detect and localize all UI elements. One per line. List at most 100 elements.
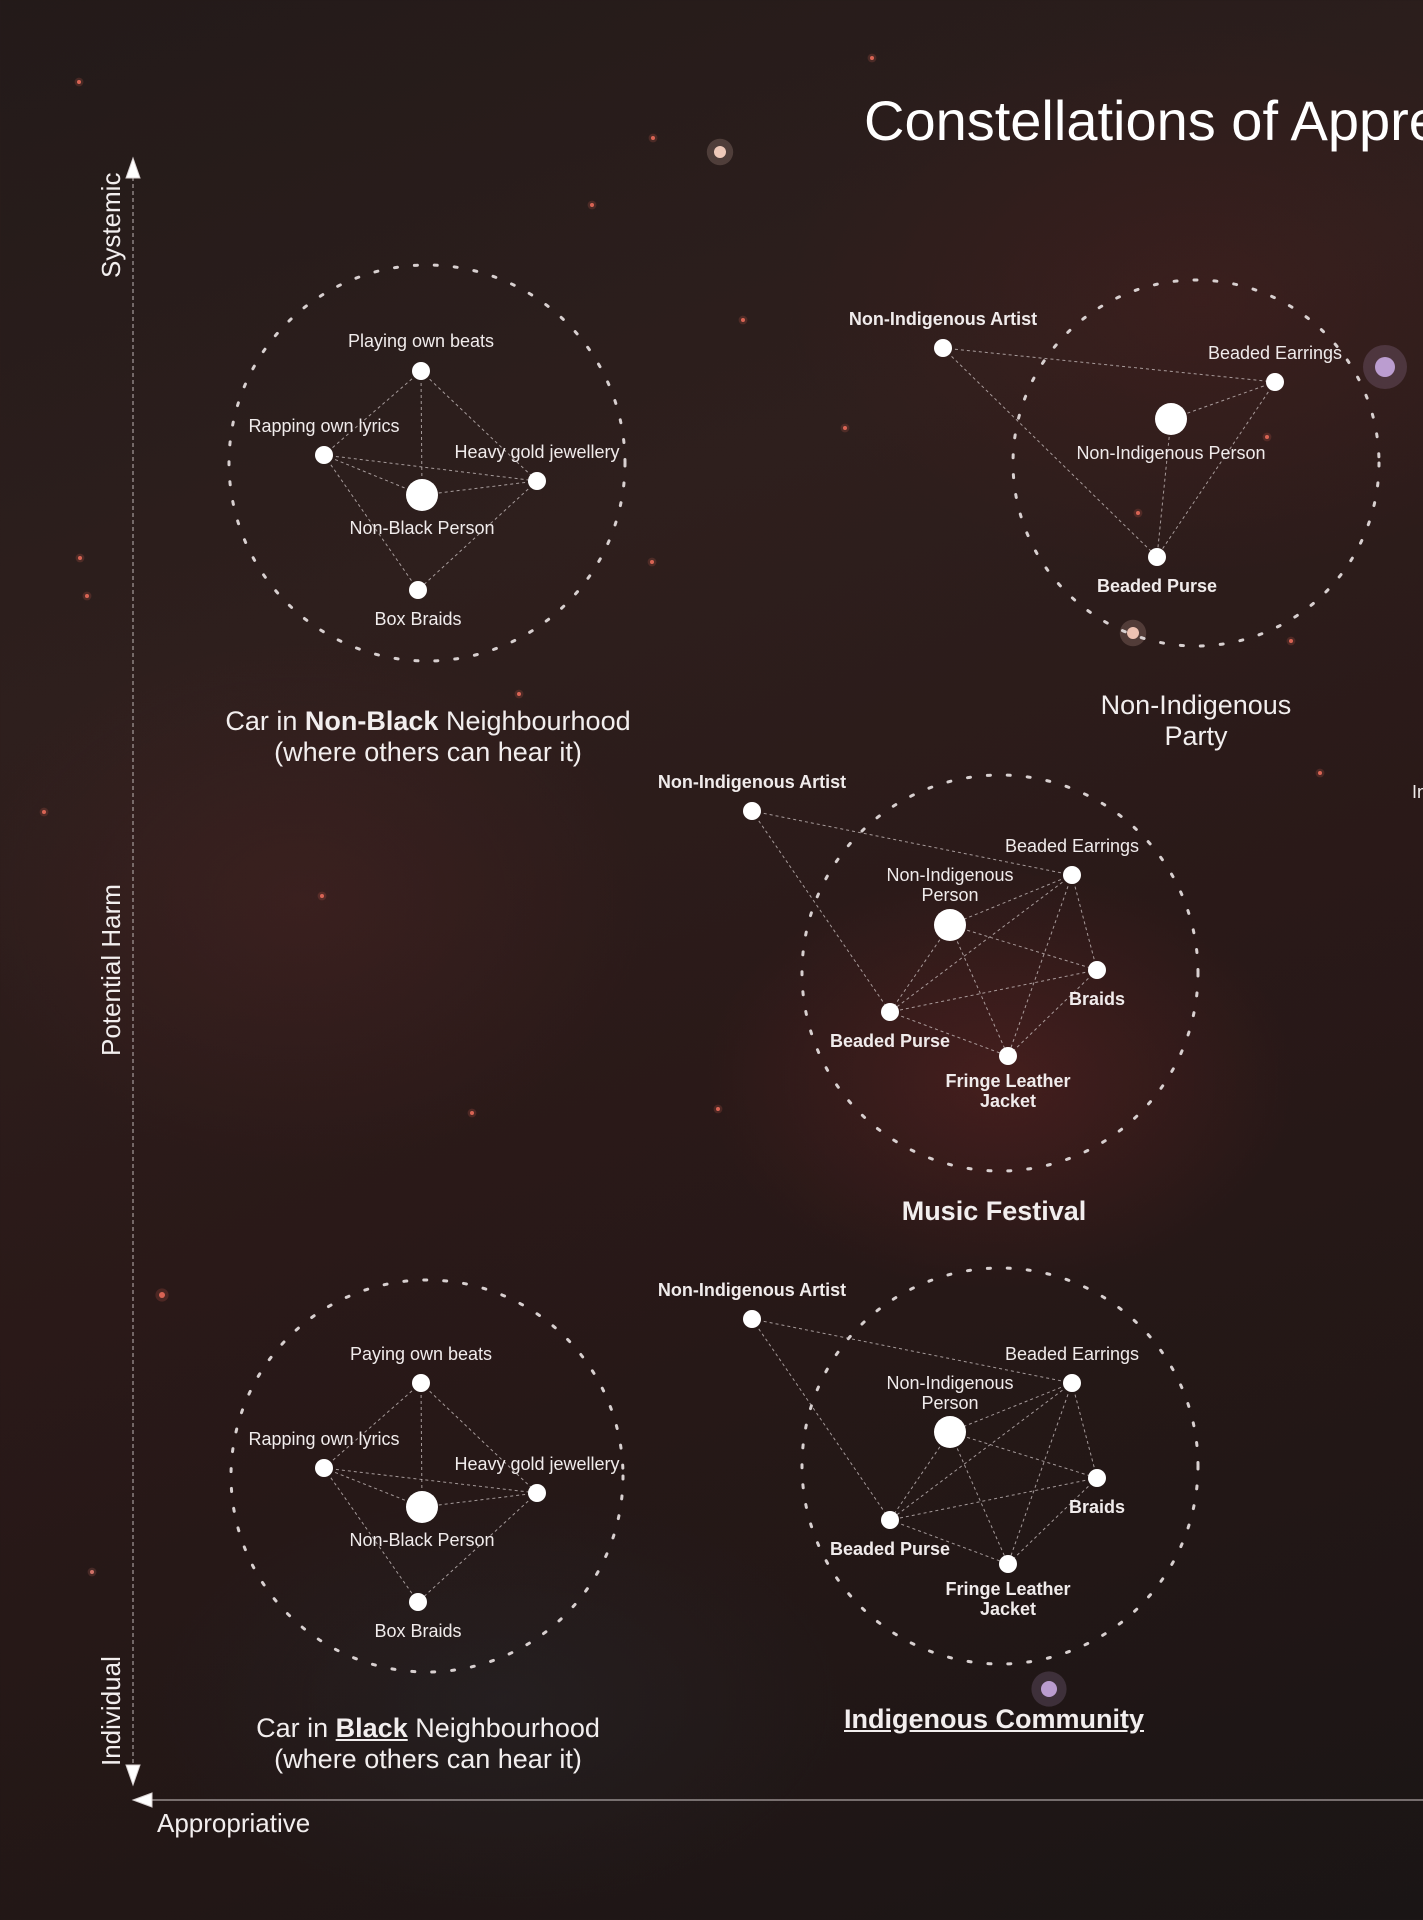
- constellation-edge: [949, 1382, 1073, 1433]
- constellation-edge: [889, 1382, 1073, 1521]
- node-label: Non-Black Person: [349, 1530, 495, 1550]
- star-node: [406, 479, 438, 511]
- constellation-edge: [420, 1382, 423, 1508]
- background-star: [1318, 771, 1322, 775]
- star-node: [999, 1555, 1017, 1573]
- constellation-edge: [421, 480, 538, 496]
- node-label: Playing own beats: [347, 331, 495, 351]
- constellation-edge: [949, 1431, 1009, 1565]
- cut-off-label-fragment: In: [1412, 782, 1423, 802]
- node-label: Beaded Purse: [829, 1031, 951, 1051]
- constellation-edge: [949, 874, 1073, 926]
- title-prefix: Car in: [256, 1713, 336, 1743]
- node-label: Non-Indigenous Person: [1076, 443, 1266, 463]
- background-star: [843, 426, 847, 430]
- constellation-edge: [1007, 1382, 1073, 1565]
- node-label: Beaded Purse: [1096, 576, 1218, 596]
- constellation-non-indigenous-party: [934, 278, 1381, 648]
- star-node: [409, 581, 427, 599]
- star-node: [315, 1459, 333, 1477]
- star-node: [743, 1310, 761, 1328]
- constellation-groups: [227, 263, 1381, 1674]
- constellation-edge: [751, 1318, 1073, 1384]
- star-node: [881, 1003, 899, 1021]
- constellation-edge: [323, 370, 422, 456]
- constellation-edge: [1071, 1382, 1098, 1479]
- node-label: Non-Indigenous Artist: [657, 1280, 847, 1300]
- background-star: [1289, 639, 1293, 643]
- node-label: Braids: [1068, 989, 1126, 1009]
- node-label: Beaded Purse: [829, 1539, 951, 1559]
- background-star: [650, 560, 654, 564]
- constellation-edge: [889, 1477, 1098, 1521]
- dotted-ring: [227, 263, 627, 663]
- title-suffix: Neighbourhood: [407, 1713, 600, 1743]
- group-title-car-non-black: Car in Non-Black Neighbourhood (where ot…: [208, 706, 648, 768]
- node-label: Non-Indigenous Person: [886, 1373, 1014, 1413]
- axes: [125, 156, 1423, 1808]
- node-label: Non-Indigenous Artist: [848, 309, 1038, 329]
- star-node: [315, 446, 333, 464]
- dotted-ring: [800, 1266, 1200, 1666]
- constellation-edge: [420, 370, 538, 482]
- star-node: [406, 1491, 438, 1523]
- node-label: Non-Indigenous Person: [886, 865, 1014, 905]
- y-axis-arrow-down: [125, 1764, 141, 1787]
- y-axis-label-potential-harm: Potential Harm: [96, 884, 126, 1056]
- title-emphasis: Non-Black: [304, 706, 439, 736]
- constellation-edge: [417, 1492, 538, 1603]
- constellation-edge: [420, 1382, 538, 1494]
- background-star: [320, 894, 324, 898]
- star-node: [412, 362, 430, 380]
- constellation-edge: [889, 1519, 1009, 1565]
- constellation-edge: [949, 1431, 1098, 1479]
- node-label: Non-Indigenous Artist: [657, 772, 847, 792]
- background-star: [470, 1111, 474, 1115]
- node-label: Heavy gold jewellery: [454, 442, 620, 462]
- title-text: Indigenous Community: [844, 1704, 1144, 1734]
- title-emphasis: Black: [335, 1713, 408, 1743]
- constellation-edge: [889, 969, 1098, 1013]
- background-star: [870, 56, 874, 60]
- background-star: [90, 1570, 94, 1574]
- constellation-edge: [1156, 418, 1172, 558]
- star-node: [1088, 961, 1106, 979]
- x-axis-label-appropriative: Appropriative: [157, 1808, 311, 1838]
- constellation-edge: [417, 480, 538, 591]
- x-axis-arrow-left: [131, 1792, 153, 1808]
- group-title-car-black: Car in Black Neighbourhood (where others…: [208, 1713, 648, 1775]
- node-label: Fringe Leather Jacket: [945, 1579, 1071, 1619]
- star-node: [999, 1047, 1017, 1065]
- node-label: Heavy gold jewellery: [454, 1454, 620, 1474]
- constellation-edge: [949, 924, 1098, 971]
- star-node: [1063, 866, 1081, 884]
- star-node: [409, 1593, 427, 1611]
- group-title-music-festival: Music Festival: [901, 1196, 1087, 1226]
- y-axis-label-systemic: Systemic: [96, 172, 126, 278]
- constellation-edge: [1007, 874, 1073, 1057]
- constellation-edge: [889, 874, 1073, 1013]
- dotted-ring: [1011, 278, 1381, 648]
- star-node: [1088, 1469, 1106, 1487]
- background-star: [651, 136, 655, 140]
- constellation-indigenous-community: [743, 1266, 1200, 1666]
- constellation-edge: [751, 810, 891, 1013]
- title-prefix: Car in: [225, 706, 305, 736]
- constellation-edge: [1170, 381, 1276, 420]
- title-line-2: (where others can hear it): [274, 737, 582, 767]
- title-suffix: Neighbourhood: [438, 706, 631, 736]
- constellation-car-black: [229, 1278, 625, 1674]
- y-axis-label-individual: Individual: [96, 1656, 126, 1766]
- group-title-indigenous-community: Indigenous Community: [814, 1704, 1174, 1735]
- node-label: Beaded Earrings: [1207, 343, 1343, 363]
- constellation-edge: [1071, 874, 1098, 971]
- star-node: [528, 1484, 546, 1502]
- title-line-2: (where others can hear it): [274, 1744, 582, 1774]
- node-label: Fringe Leather Jacket: [945, 1071, 1071, 1111]
- star-node: [934, 1416, 966, 1448]
- constellation-edge: [1007, 1477, 1098, 1565]
- background-star: [517, 692, 521, 696]
- constellation-edge: [942, 347, 1276, 383]
- title-line-1: Non-Indigenous: [1100, 690, 1292, 720]
